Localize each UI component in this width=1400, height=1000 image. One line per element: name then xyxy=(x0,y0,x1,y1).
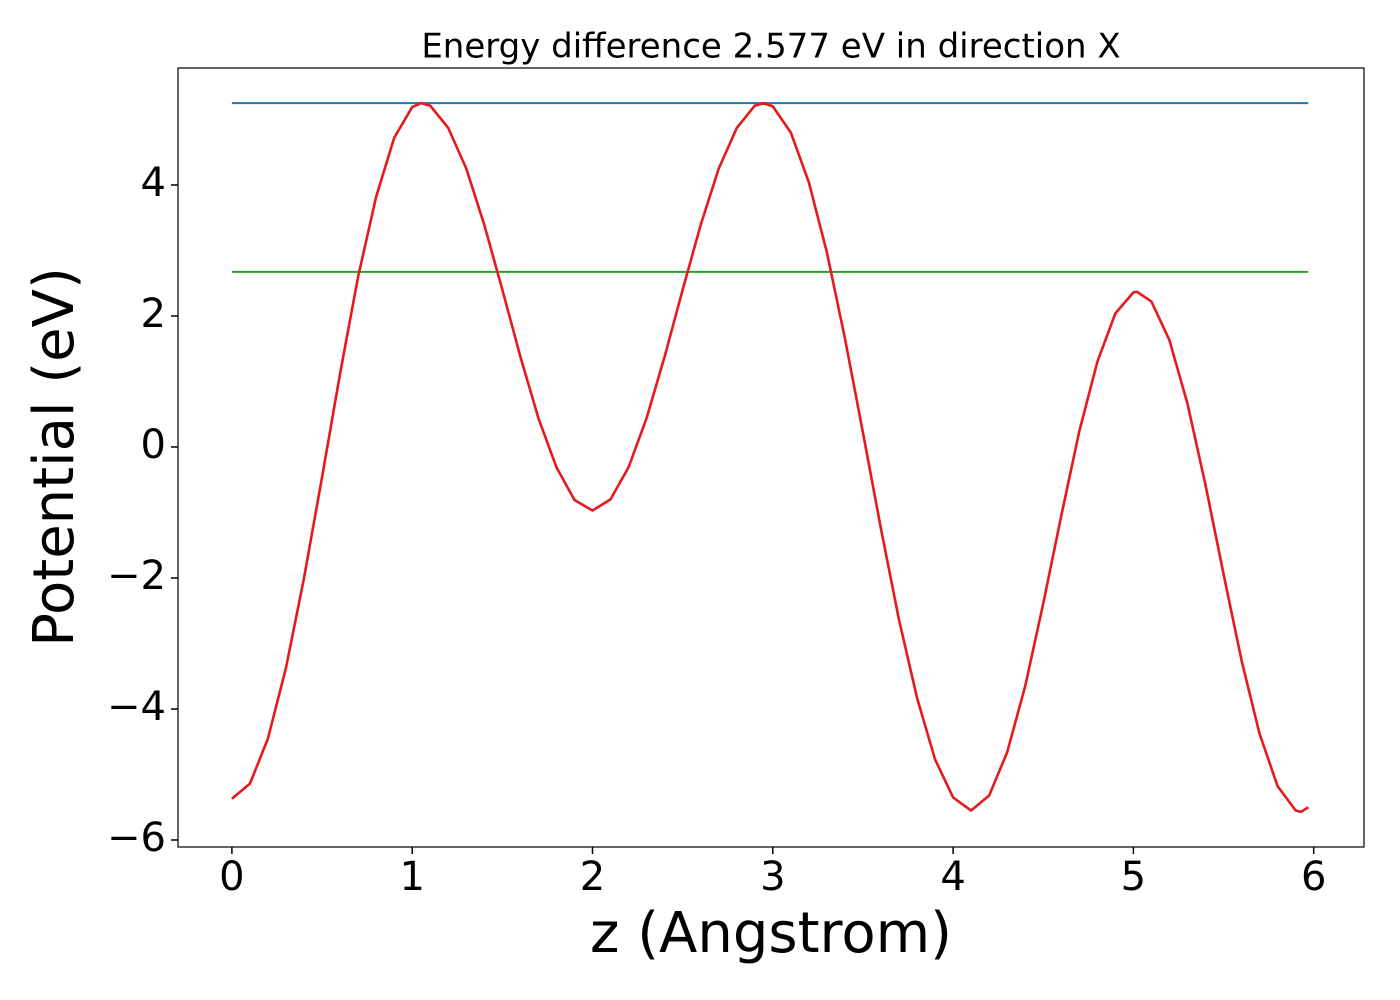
plot-frame xyxy=(177,67,1365,848)
y-tick-label: −2 xyxy=(107,553,166,599)
x-tick-label: 0 xyxy=(219,854,244,900)
y-tick-label: 0 xyxy=(141,422,166,468)
x-axis-label: z (Angstrom) xyxy=(590,901,952,966)
x-tick-label: 6 xyxy=(1301,854,1326,900)
x-tick-label: 1 xyxy=(399,854,424,900)
y-tick-label: 2 xyxy=(141,291,166,337)
chart-title: Energy difference 2.577 eV in direction … xyxy=(421,27,1120,67)
x-tick-label: 2 xyxy=(580,854,605,900)
x-tick-label: 5 xyxy=(1121,854,1146,900)
y-tick-label: −4 xyxy=(107,684,166,730)
x-tick-label: 3 xyxy=(760,854,785,900)
y-axis-label: Potential (eV) xyxy=(22,267,87,647)
y-tick-label: 4 xyxy=(141,160,166,206)
y-tick-label: −6 xyxy=(107,815,166,861)
x-tick-label: 4 xyxy=(940,854,965,900)
line-series xyxy=(231,101,1309,814)
